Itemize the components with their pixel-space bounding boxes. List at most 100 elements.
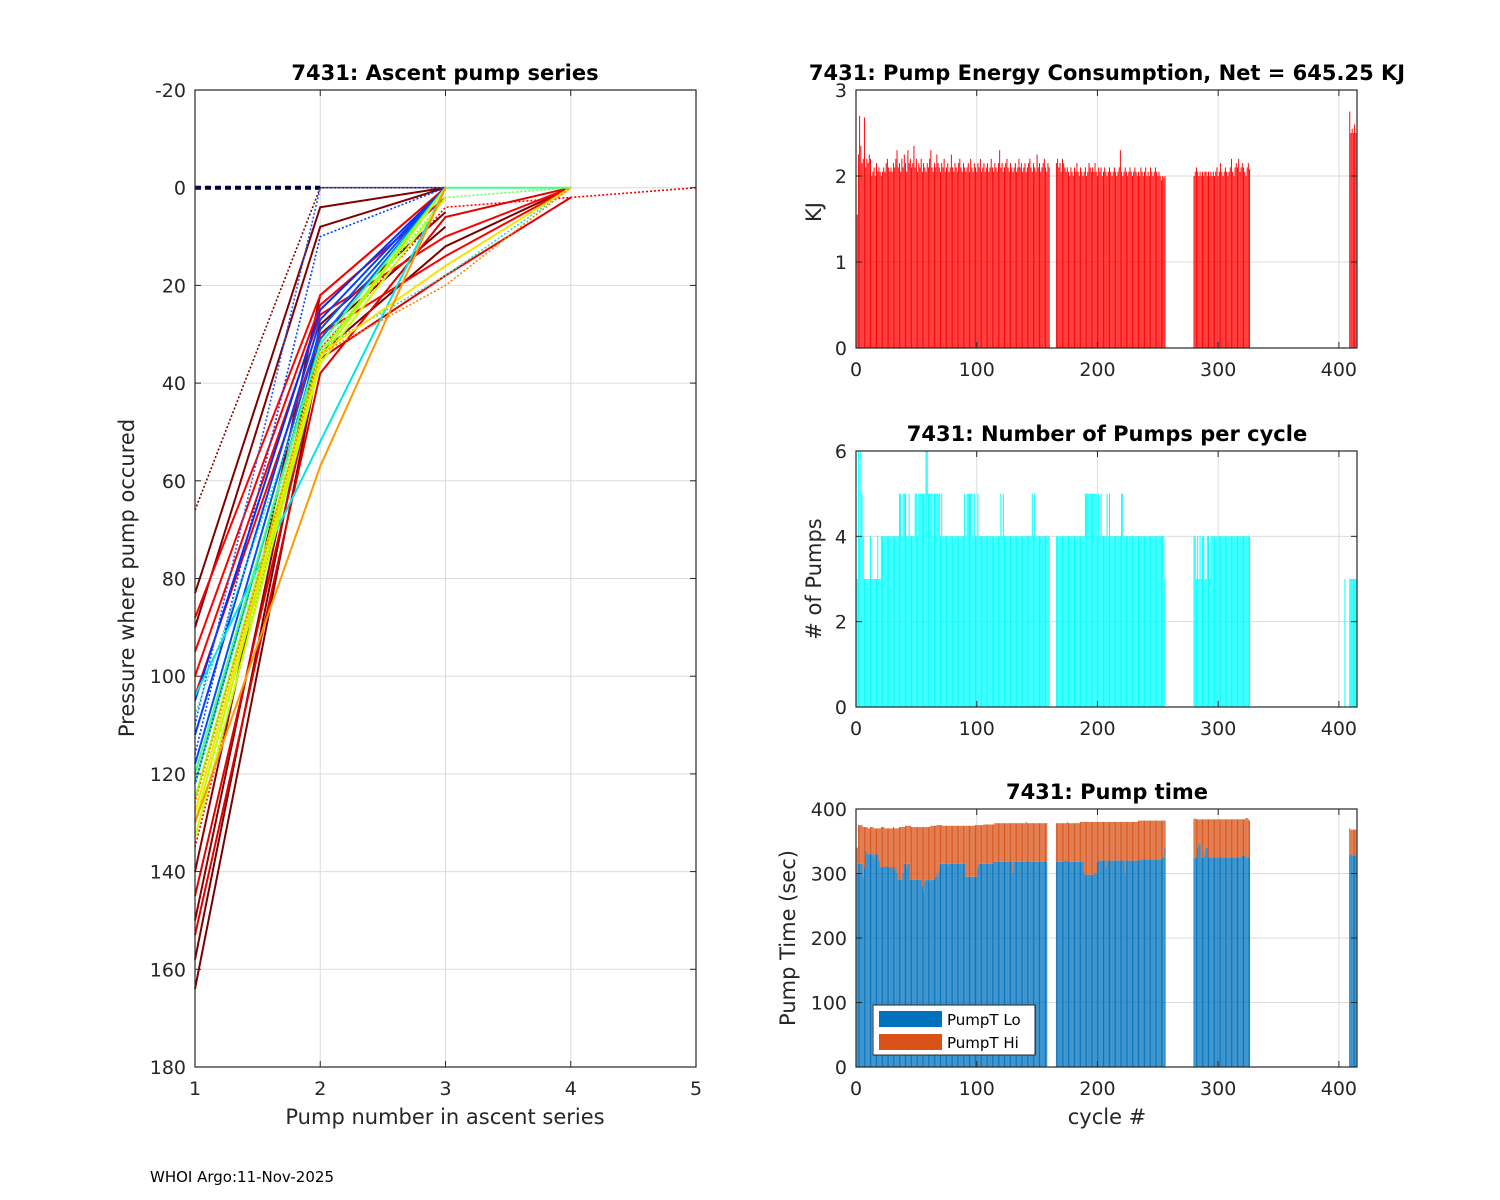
bar-hi-cycle-236 [1140,820,1142,860]
bar-lo-cycle-12 [870,854,871,1067]
bar-hi-cycle-306 [1224,819,1226,858]
bar-hi-cycle-317 [1238,819,1240,858]
bar-cycle-144 [1029,536,1031,707]
bar-lo-cycle-115 [994,861,996,1067]
bar-hi-cycle-37 [900,827,902,880]
bar-cycle-240 [1145,536,1147,707]
bar-cycle-293 [1209,579,1211,707]
bar-lo-cycle-86 [959,863,961,1067]
bar-cycle-54 [920,493,922,707]
bar-cycle-132 [1014,536,1016,707]
bar-cycle-6 [862,158,864,348]
bar-cycle-182 [1075,171,1077,348]
bar-lo-cycle-105 [982,863,984,1067]
x-tick-label: 400 [1321,1078,1357,1100]
bar-lo-cycle-103 [979,863,981,1067]
bar-lo-cycle-102 [978,863,980,1067]
series-line-blue-c [194,187,447,765]
bar-hi-cycle-52 [918,827,920,880]
bar-cycle-152 [1039,163,1040,348]
bar-cycle-84 [956,536,958,707]
bar-cycle-212 [1111,176,1113,348]
bar-cycle-186 [1080,536,1082,707]
bar-lo-cycle-281 [1194,857,1196,1067]
bar-lo-cycle-29 [890,867,892,1067]
bar-hi-cycle-167 [1057,823,1059,862]
bar-lo-cycle-80 [952,863,954,1067]
footer-credit: WHOI Argo:11-Nov-2025 [150,1168,334,1186]
bar-hi-cycle-209 [1107,821,1109,861]
bar-lo-cycle-30 [891,867,893,1067]
bar-cycle-96 [971,493,973,707]
bar-hi-cycle-172 [1063,823,1065,862]
bar-lo-cycle-237 [1141,859,1143,1067]
bar-lo-cycle-230 [1133,860,1135,1067]
bar-cycle-156 [1043,158,1045,348]
bar-lo-cycle-28 [889,867,891,1067]
bar-lo-cycle-309 [1228,857,1230,1067]
bar-cycle-201 [1098,167,1100,348]
bar-hi-cycle-74 [944,825,946,864]
bar-hi-cycle-132 [1014,823,1016,862]
bar-hi-cycle-186 [1080,821,1082,862]
bar-lo-cycle-116 [995,861,997,1067]
bar-cycle-105 [982,167,984,348]
bar-cycle-155 [1042,163,1044,348]
bar-lo-cycle-139 [1023,861,1025,1067]
bar-cycle-67 [936,493,938,707]
bar-cycle-135 [1018,158,1020,348]
bar-cycle-16 [874,176,876,348]
bar-hi-cycle-247 [1153,820,1155,860]
bar-cycle-409 [1349,579,1351,707]
chart-title: 7431: Pump Energy Consumption, Net = 645… [809,61,1405,85]
x-tick-label: 4 [565,1078,577,1100]
bar-lo-cycle-24 [884,865,886,1067]
bar-cycle-156 [1043,536,1045,707]
bar-lo-cycle-186 [1080,861,1082,1067]
bar-lo-cycle-90 [964,863,966,1067]
bar-hi-cycle-240 [1145,820,1147,860]
bar-lo-cycle-79 [950,863,952,1067]
bar-cycle-175 [1066,167,1068,348]
bar-hi-cycle-157 [1045,823,1047,862]
bar-cycle-112 [990,536,992,707]
bar-cycle-6 [862,536,864,707]
bar-cycle-295 [1211,536,1213,707]
bar-hi-cycle-41 [905,825,906,864]
bar-hi-cycle-174 [1065,823,1067,861]
bar-hi-cycle-89 [962,825,964,864]
bar-cycle-246 [1152,176,1154,348]
bar-lo-cycle-78 [949,863,951,1067]
bar-hi-cycle-56 [923,827,925,892]
legend-label-pumpt-hi: PumpT Hi [947,1034,1019,1052]
bar-cycle-213 [1112,536,1114,707]
chart-title: 7431: Ascent pump series [291,61,598,85]
bar-cycle-321 [1243,167,1245,348]
bar-hi-cycle-55 [921,827,923,887]
bar-lo-cycle-92 [966,876,968,1067]
bar-cycle-133 [1016,536,1018,707]
bar-lo-cycle-154 [1041,861,1043,1067]
bar-cycle-317 [1238,158,1240,348]
bar-cycle-103 [979,158,981,348]
bar-hi-cycle-122 [1002,823,1004,862]
bar-lo-cycle-225 [1127,860,1129,1067]
bar-cycle-47 [912,163,914,348]
bar-cycle-61 [929,158,931,348]
bar-lo-cycle-84 [956,863,958,1067]
tick-labels: 0 1 2 3 0 100 200 300 400 [835,80,1357,381]
bar-cycle-97 [972,536,974,707]
bar-hi-cycle-32 [894,828,896,871]
bar-cycle-243 [1148,536,1150,707]
bar-hi-cycle-134 [1017,823,1019,862]
bar-hi-cycle-151 [1037,823,1039,862]
bar-cycle-83 [955,536,957,707]
bar-lo-cycle-189 [1083,873,1085,1067]
bar-cycle-78 [949,536,951,707]
legend-swatch-pumpt-lo [879,1011,942,1027]
bar-hi-cycle-22 [882,827,884,868]
bar-cycle-245 [1151,536,1153,707]
bar-lo-cycle-222 [1123,860,1125,1067]
bar-cycle-183 [1076,163,1078,348]
bar-hi-cycle-95 [970,825,972,877]
